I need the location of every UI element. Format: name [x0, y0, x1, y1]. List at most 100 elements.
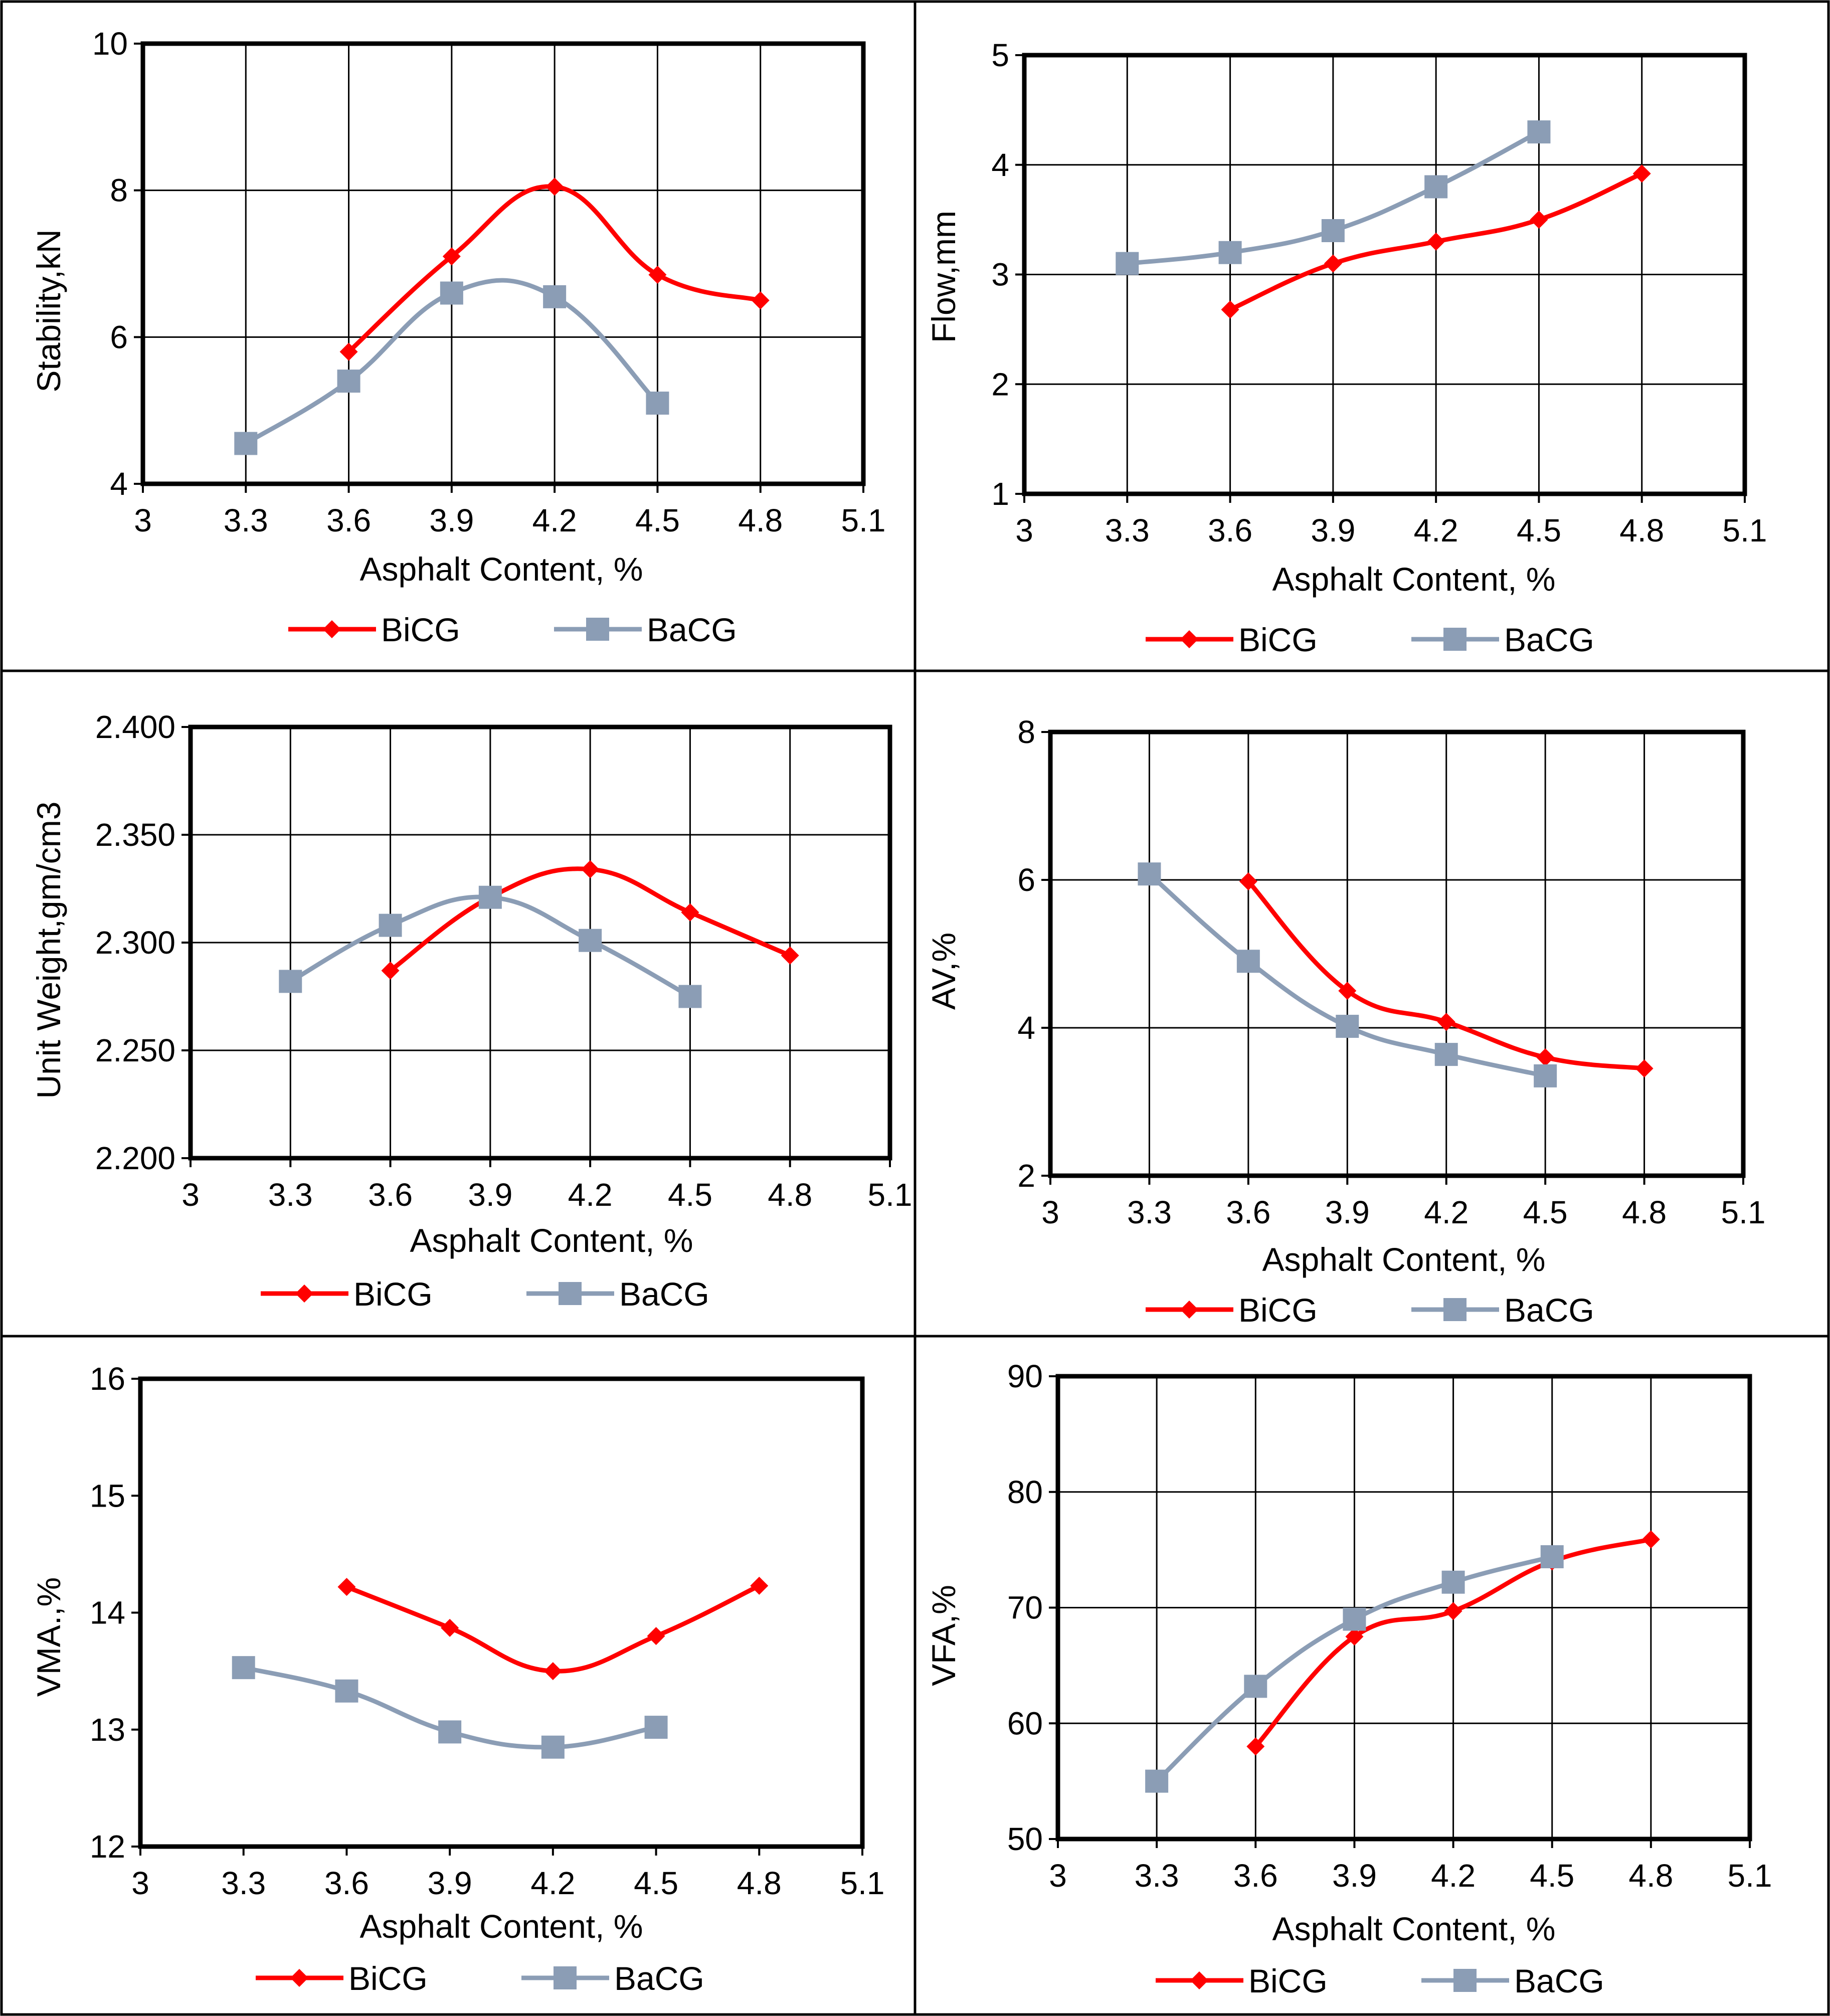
data-point — [441, 1618, 459, 1637]
series-bicg — [1239, 872, 1654, 1078]
data-point — [1336, 1015, 1359, 1038]
y-axis-title: Stability,kN — [30, 229, 67, 392]
legend-marker — [1180, 630, 1198, 648]
gridlines — [1058, 1376, 1750, 1839]
legend-label: BaCG — [619, 1275, 709, 1313]
series-bacg — [279, 885, 702, 1008]
x-tick-label: 3.9 — [1311, 512, 1355, 548]
y-axis-title: Unit Weight,gm/cm3 — [30, 802, 67, 1099]
x-tick-label: 3.6 — [1208, 512, 1252, 548]
data-point — [442, 247, 461, 266]
gridlines — [191, 727, 890, 1158]
y-tick-label: 2.350 — [95, 817, 175, 853]
legend-item-bicg: BiCG — [261, 1275, 433, 1313]
x-axis-title: Asphalt Content, % — [360, 1908, 643, 1945]
data-point — [1138, 862, 1161, 886]
legend-marker — [295, 1285, 313, 1303]
x-tick-label: 3.9 — [1325, 1194, 1370, 1230]
chart-panel-6: 3 3.3 3.6 3.9 4.2 4.5 4.8 5.1 50 60 70 80 90 Asphalt … — [925, 1358, 1772, 1999]
x-tick-label: 3.6 — [368, 1177, 413, 1213]
x-tick-label: 4.2 — [1431, 1858, 1476, 1894]
x-tick-label: 4.5 — [634, 1865, 678, 1901]
data-point — [541, 1735, 565, 1759]
x-tick-label: 3 — [1049, 1858, 1067, 1894]
y-tick-label: 50 — [1007, 1821, 1043, 1857]
data-point — [750, 1576, 769, 1595]
y-tick-label: 2 — [991, 366, 1009, 402]
data-point — [1441, 1570, 1465, 1594]
x-tick-label: 3.9 — [429, 502, 474, 538]
legend-marker — [1180, 1301, 1198, 1319]
y-tick-label: 8 — [110, 172, 128, 209]
legend-marker — [586, 618, 609, 641]
data-point — [678, 985, 702, 1008]
data-point — [1221, 300, 1239, 319]
x-tick-label: 4.5 — [1523, 1194, 1568, 1230]
plot-area — [1048, 729, 1746, 1178]
data-point — [478, 885, 502, 909]
y-tick-label: 10 — [92, 26, 128, 62]
x-tick-label: 3.3 — [1135, 1858, 1179, 1894]
data-point — [543, 1662, 562, 1681]
data-point — [1321, 219, 1345, 242]
x-axis-title: Asphalt Content, % — [1272, 561, 1556, 598]
x-tick-label: 4.5 — [1530, 1858, 1574, 1894]
x-axis-title: Asphalt Content, % — [360, 551, 643, 588]
legend-marker — [559, 1282, 582, 1305]
y-tick-label: 4 — [1017, 1010, 1035, 1046]
data-point — [647, 1627, 665, 1645]
legend-label: BaCG — [1504, 1292, 1594, 1329]
data-point — [1116, 252, 1139, 275]
series-bacg — [1145, 1545, 1564, 1793]
data-point — [648, 265, 667, 284]
data-point — [1324, 254, 1342, 273]
legend-item-bicg: BiCG — [288, 611, 460, 648]
data-point — [1536, 1048, 1555, 1066]
x-tick-label: 4.8 — [737, 1865, 782, 1901]
legend-item-bacg: BaCG — [526, 1275, 709, 1313]
data-point — [1635, 1059, 1654, 1078]
series-line — [344, 1583, 762, 1674]
data-point — [1434, 1043, 1458, 1066]
x-tick-label: 3 — [131, 1865, 149, 1901]
x-axis-title: Asphalt Content, % — [1272, 1910, 1556, 1947]
x-tick-label: 3.3 — [268, 1177, 313, 1213]
y-tick-label: 6 — [1017, 862, 1035, 898]
y-tick-label: 13 — [90, 1712, 125, 1748]
data-point — [751, 291, 770, 310]
x-tick-label: 5.1 — [840, 1865, 885, 1901]
plot-area — [140, 41, 866, 486]
x-tick-label: 4.2 — [1414, 512, 1458, 548]
legend-label: BiCG — [1238, 1292, 1318, 1329]
data-point — [545, 177, 564, 196]
data-point — [1145, 1769, 1169, 1793]
data-point — [1427, 232, 1445, 251]
y-tick-label: 4 — [991, 147, 1009, 183]
series-bicg — [1221, 164, 1651, 319]
data-point — [681, 903, 699, 922]
data-point — [581, 860, 600, 878]
data-point — [335, 1679, 358, 1703]
x-tick-label: 4.5 — [1517, 512, 1561, 548]
x-tick-label: 3.6 — [1233, 1858, 1278, 1894]
y-tick-label: 2.250 — [95, 1032, 175, 1068]
y-tick-label: 2.400 — [95, 709, 175, 745]
legend-label: BiCG — [1238, 621, 1318, 658]
data-point — [234, 432, 258, 455]
data-point — [379, 913, 402, 937]
data-point — [579, 929, 602, 952]
data-point — [1641, 1530, 1660, 1549]
series-bacg — [1116, 120, 1551, 275]
x-tick-label: 3 — [1015, 512, 1033, 548]
legend: BiCG BaCG — [1146, 621, 1594, 658]
legend-label: BaCG — [614, 1960, 704, 1997]
legend-item-bacg: BaCG — [521, 1960, 704, 1997]
legend-label: BiCG — [348, 1960, 428, 1997]
data-point — [1246, 1737, 1265, 1756]
data-point — [1530, 211, 1548, 229]
legend: BiCG BaCG — [1146, 1292, 1594, 1329]
legend-label: BiCG — [381, 611, 460, 648]
x-tick-label: 3.9 — [1332, 1858, 1377, 1894]
series-bacg — [234, 278, 669, 455]
